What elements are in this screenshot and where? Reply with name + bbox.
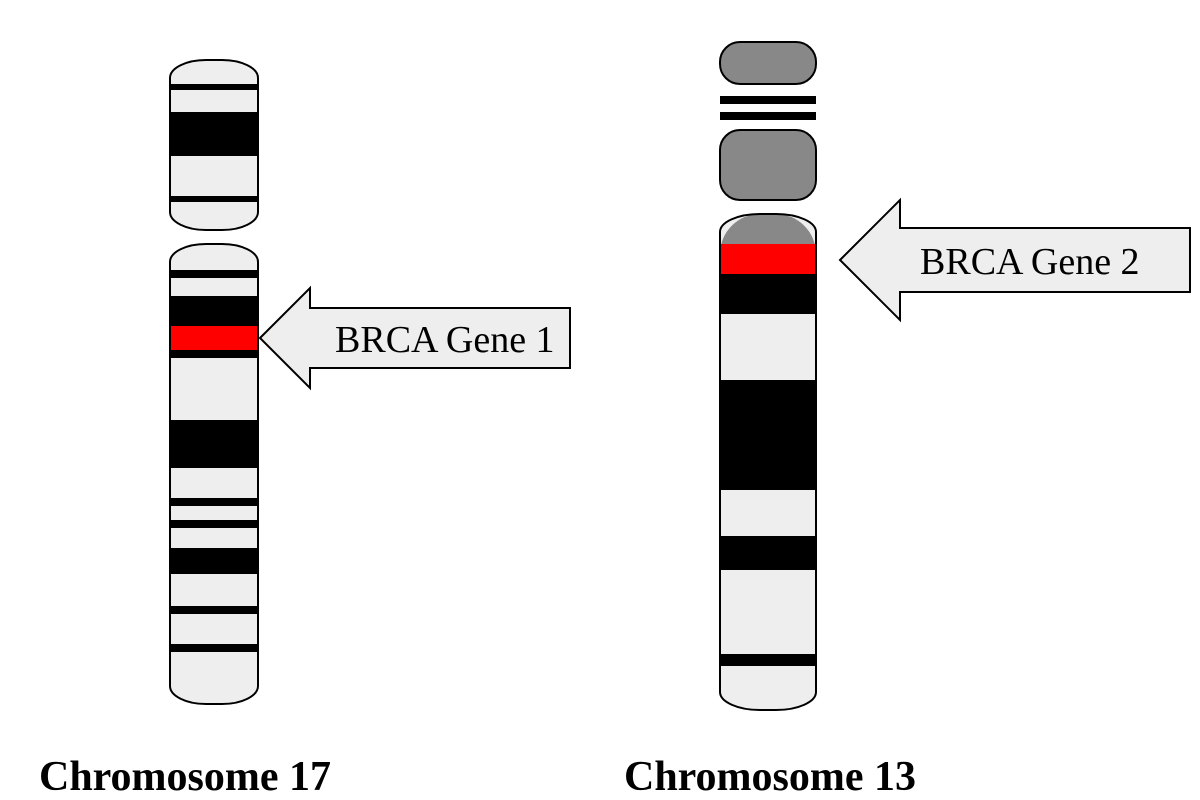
chr13-q-arm xyxy=(720,214,816,710)
chr13-gene-label: BRCA Gene 2 xyxy=(920,241,1140,283)
chr13-label: Chromosome 13 xyxy=(624,754,916,800)
chr17-label: Chromosome 17 xyxy=(39,754,331,800)
chr13-gene-callout: BRCA Gene 2 xyxy=(840,200,1190,320)
chr17-p-arm xyxy=(170,60,258,230)
chr17-q-arm xyxy=(170,244,258,704)
chr13-satellite xyxy=(720,42,816,200)
chromosome-diagram: BRCA Gene 1 Chromosome 17 BRCA Gene 2 Chrom… xyxy=(0,0,1200,800)
chr17-gene-label: BRCA Gene 1 xyxy=(335,319,555,361)
chr17-gene-callout: BRCA Gene 1 xyxy=(260,288,570,388)
